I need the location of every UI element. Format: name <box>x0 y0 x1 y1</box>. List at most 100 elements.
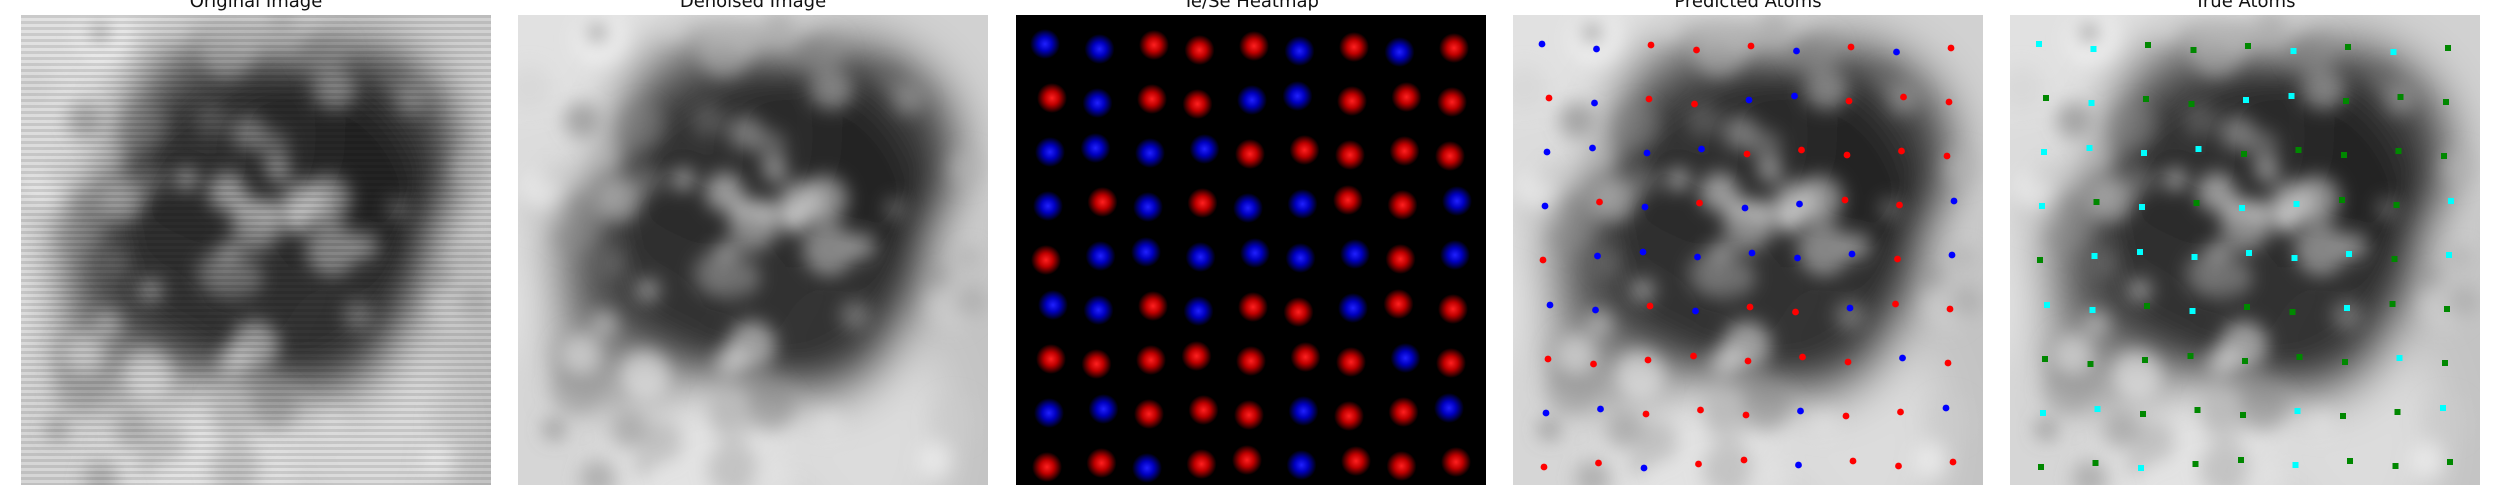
heatmap-peak-te <box>1081 349 1112 379</box>
true-atom-marker <box>2043 95 2049 101</box>
true-atom-marker <box>2448 198 2454 204</box>
true-atom-marker <box>2241 151 2247 157</box>
heatmap-peak-te <box>1436 348 1466 378</box>
predicted-atoms-title: Predicted Atoms <box>1674 0 1822 12</box>
true-atom-marker <box>2144 303 2150 309</box>
predicted-atom-te <box>1944 359 1952 367</box>
predicted-atom-se <box>1538 40 1546 48</box>
true-atom-marker <box>2194 407 2201 413</box>
predicted-atom-te <box>1644 356 1652 364</box>
heatmap-peak-se <box>1083 295 1114 325</box>
true-atom-marker <box>2446 252 2452 258</box>
heatmap-peak-se <box>1035 137 1065 167</box>
true-atom-marker <box>2390 49 2397 55</box>
true-atom-marker <box>2238 457 2244 463</box>
true-atom-marker <box>2445 45 2451 51</box>
predicted-atom-te <box>1744 357 1752 365</box>
heatmap-peak-te <box>1234 400 1264 430</box>
predicted-atom-se <box>1942 404 1950 412</box>
predicted-atom-te <box>1845 97 1853 105</box>
true-atom-marker <box>2193 200 2200 206</box>
heatmap-peak-se <box>1034 398 1064 428</box>
heatmap-peak-se <box>1085 241 1116 271</box>
heatmap-peak-te <box>1387 190 1418 220</box>
true-atom-marker <box>2092 460 2099 466</box>
predicted-atom-te <box>1792 308 1799 316</box>
heatmap-peak-te <box>1235 139 1265 169</box>
heatmap-panel: Te/Se Heatmap <box>1016 0 1486 485</box>
predicted-atom-te <box>1949 458 1957 466</box>
predicted-atom-te <box>1743 150 1751 158</box>
predicted-atom-se <box>1597 405 1604 413</box>
true-atom-marker <box>2289 309 2296 315</box>
true-atom-marker <box>2340 413 2346 419</box>
heatmap-peak-se <box>1033 191 1063 221</box>
predicted-atom-te <box>1539 256 1547 264</box>
heatmap-peak-se <box>1030 29 1060 59</box>
heatmap-peak-te <box>1289 135 1320 165</box>
heatmap-peak-se <box>1185 242 1216 272</box>
true-atom-marker <box>2190 47 2197 53</box>
predicted-atom-te <box>1697 406 1704 414</box>
predicted-atom-te <box>1900 93 1907 101</box>
heatmap-peak-se <box>1132 453 1162 483</box>
heatmap-peak-te <box>1341 446 1371 476</box>
heatmap-peak-se <box>1240 238 1270 268</box>
true-atom-marker <box>2138 465 2144 471</box>
heatmap-peak-te <box>1187 188 1218 218</box>
predicted-atom-te <box>1798 146 1805 154</box>
predicted-atom-te <box>1693 46 1700 54</box>
true-atom-marker <box>2188 101 2195 107</box>
predicted-atom-te <box>1647 41 1655 49</box>
true-atom-marker <box>2444 306 2450 312</box>
original-image-panel: Original Image <box>21 0 491 485</box>
true-atom-marker <box>2142 357 2148 363</box>
heatmap-peak-se <box>1183 296 1214 326</box>
heatmap-peak-te <box>1036 344 1066 374</box>
heatmap-peak-se <box>1038 290 1068 320</box>
true-atom-marker <box>2091 253 2098 259</box>
heatmap-peak-te <box>1283 297 1314 327</box>
predicted-atom-te <box>1545 94 1553 102</box>
true-atom-marker <box>2290 48 2297 54</box>
heatmap-peak-se <box>1080 133 1111 163</box>
true-atom-marker <box>2344 305 2350 311</box>
predicted-atom-te <box>1896 201 1903 209</box>
true-atom-marker <box>2137 249 2143 255</box>
heatmap-peak-te <box>1032 452 1062 482</box>
true-atom-marker <box>2240 412 2246 418</box>
true-atom-marker <box>2394 409 2401 415</box>
predicted-atom-se <box>1692 307 1699 315</box>
heatmap-peak-te <box>1182 89 1213 119</box>
heatmap-peak-te <box>1383 289 1414 319</box>
true-atom-marker <box>2044 302 2050 308</box>
te-se-heatmap <box>1016 15 1486 485</box>
heatmap-peak-te <box>1439 33 1469 63</box>
predicted-atom-te <box>1897 408 1904 416</box>
predicted-atom-te <box>1691 100 1698 108</box>
true-atom-marker <box>2139 204 2145 210</box>
heatmap-peak-se <box>1390 343 1421 373</box>
predicted-atom-te <box>1892 300 1899 308</box>
predicted-atom-te <box>1841 196 1849 204</box>
predicted-atom-te <box>1695 460 1702 468</box>
predicted-atom-te <box>1844 358 1852 366</box>
predicted-atom-se <box>1594 252 1601 260</box>
heatmap-peak-te <box>1391 82 1422 112</box>
heatmap-peak-te <box>1137 84 1167 114</box>
predicted-atom-se <box>1542 409 1550 417</box>
predicted-atom-se <box>1543 148 1551 156</box>
predicted-atom-te <box>1747 42 1755 50</box>
true-atom-marker <box>2440 405 2446 411</box>
heatmap-peak-te <box>1186 449 1217 479</box>
predicted-atom-te <box>1843 151 1851 159</box>
true-atom-marker <box>2347 458 2353 464</box>
heatmap-peak-te <box>1236 346 1266 376</box>
true-atom-marker <box>2395 148 2402 154</box>
true-atom-marker <box>2295 147 2302 153</box>
predicted-atoms-plot <box>1513 15 1983 485</box>
predicted-atom-se <box>1948 251 1956 259</box>
predicted-atom-te <box>1895 462 1902 470</box>
predicted-atom-se <box>1591 99 1598 107</box>
true-atom-marker <box>2245 43 2251 49</box>
